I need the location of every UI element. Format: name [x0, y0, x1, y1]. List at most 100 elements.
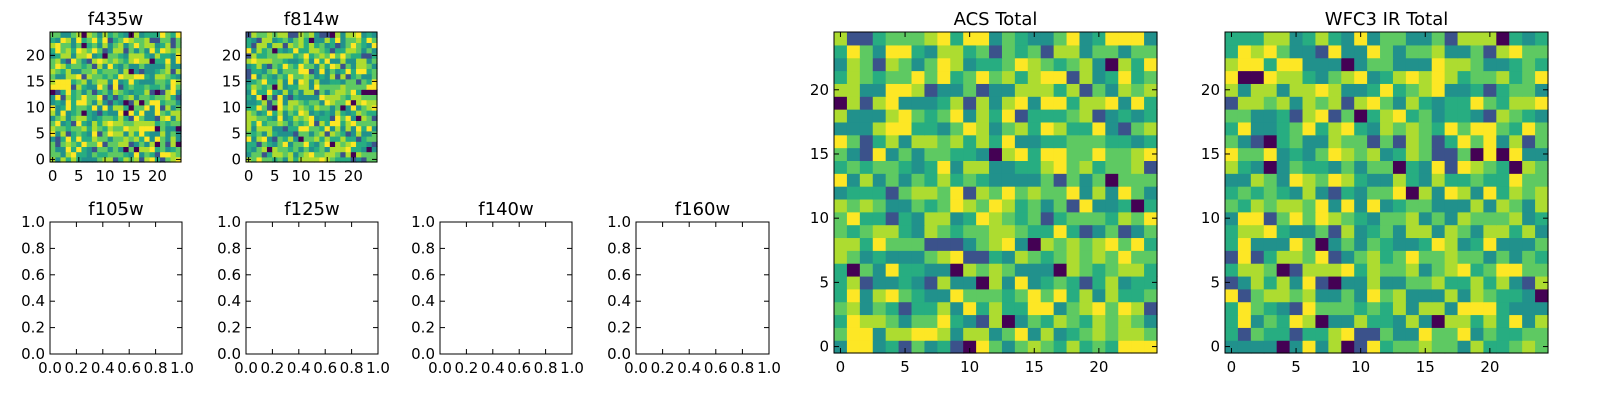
acs-total-cell	[872, 263, 887, 277]
acs-total-cell	[989, 147, 1003, 161]
wfc3-ir-total-cell	[1444, 263, 1459, 277]
wfc3-ir-total-cell	[1367, 288, 1381, 303]
acs-total-cell	[885, 224, 900, 239]
f814w-cell	[361, 120, 368, 127]
f435w-cell	[102, 151, 109, 158]
acs-total-cell	[924, 314, 938, 328]
f435w-cell	[65, 94, 72, 101]
f435w-cell	[112, 68, 119, 75]
f435w-cell	[154, 146, 161, 153]
f814w-cell	[246, 47, 252, 54]
f814w-cell	[324, 63, 331, 69]
wfc3-ir-total-cell	[1470, 327, 1484, 341]
acs-total-cell	[1144, 250, 1158, 264]
acs-total-cell	[1118, 147, 1132, 161]
f814w-cell	[303, 141, 310, 147]
acs-total-cell	[976, 96, 990, 110]
f814w-cell	[366, 115, 373, 121]
wfc3-ir-total-cell	[1405, 173, 1420, 187]
acs-total-cell	[834, 224, 848, 239]
acs-total-cell	[1131, 121, 1145, 136]
wfc3-ir-total-cell	[1367, 160, 1381, 174]
acs-total-cell	[950, 134, 964, 149]
f814w-cell	[340, 146, 347, 153]
acs-total-cell	[1014, 70, 1029, 84]
wfc3-ir-total-cell	[1392, 224, 1407, 239]
f435w-cell	[107, 32, 114, 38]
wfc3-ir-total-cell	[1380, 237, 1394, 251]
f435w-cell	[97, 68, 103, 75]
acs-total-cell	[898, 44, 913, 59]
wfc3-ir-total-cell	[1535, 173, 1549, 187]
wfc3-ir-total-cell	[1535, 340, 1549, 354]
f814w-cell	[261, 37, 268, 43]
acs-total-cell	[1131, 198, 1145, 213]
f435w-cell	[81, 94, 88, 101]
wfc3-ir-total-cell	[1367, 314, 1381, 328]
f814w-cell	[246, 146, 252, 153]
wfc3-ir-total-cell	[1405, 134, 1420, 149]
f814w-cell	[266, 84, 273, 90]
acs-total-cell	[1079, 57, 1093, 72]
f435w-cell	[55, 130, 62, 137]
f435w-cell	[123, 136, 130, 142]
acs-total-cell	[872, 44, 887, 59]
acs-total-cell	[1144, 186, 1158, 200]
f435w-cell	[86, 52, 93, 59]
acs-total-cell	[1001, 173, 1016, 187]
wfc3-ir-total-cell	[1535, 237, 1549, 251]
wfc3-ir-total-cell	[1392, 288, 1407, 303]
acs-total-cell	[1001, 211, 1016, 226]
f814w-cell	[350, 115, 357, 121]
acs-total-cell	[846, 275, 861, 290]
f435w-cell	[107, 89, 114, 95]
acs-total-cell	[872, 109, 887, 123]
f435w-cell	[133, 47, 140, 54]
f435w-cell	[91, 42, 98, 49]
f814w-cell	[314, 32, 320, 38]
wfc3-ir-total-cell	[1328, 160, 1342, 174]
acs-total-cell	[846, 109, 861, 123]
acs-total-ytick-label: 0	[819, 338, 829, 356]
f435w-cell	[144, 151, 151, 158]
wfc3-ir-total-cell	[1354, 314, 1368, 328]
f435w-cell	[154, 78, 161, 85]
acs-total-cell	[1131, 83, 1145, 97]
wfc3-ir-total-cell	[1263, 237, 1278, 251]
f160w-xtick-label: 0.2	[651, 359, 675, 377]
f435w-cell	[91, 37, 98, 43]
wfc3-ir-total-cell	[1354, 121, 1368, 136]
wfc3-ir-total-cell	[1367, 134, 1381, 149]
f435w-cell	[170, 130, 177, 137]
f814w-cell	[366, 94, 373, 101]
f105w-ytick-label: 0.2	[21, 319, 45, 337]
acs-total-cell	[1131, 211, 1145, 226]
acs-total-cell	[859, 32, 874, 46]
acs-total-cell	[1105, 173, 1119, 187]
acs-total-cell	[834, 288, 848, 303]
wfc3-ir-total-cell	[1302, 173, 1317, 187]
wfc3-ir-total-cell	[1237, 198, 1252, 213]
wfc3-ir-total-cell	[1470, 224, 1484, 239]
f105w-xtick-label: 0.2	[64, 359, 88, 377]
f435w-cell	[112, 58, 119, 64]
f814w-cell	[287, 84, 294, 90]
wfc3-ir-total-cell	[1405, 198, 1420, 213]
f435w-cell	[123, 125, 130, 132]
acs-total-cell	[963, 186, 977, 200]
acs-total-cell	[1014, 83, 1029, 97]
acs-total-cell	[1001, 83, 1016, 97]
acs-total-cell	[1105, 147, 1119, 161]
f435w-cell	[118, 52, 124, 59]
f814w-cell	[329, 115, 336, 121]
wfc3-ir-total-cell	[1431, 57, 1446, 72]
f814w-cell	[340, 125, 347, 132]
f814w-cell	[293, 58, 299, 64]
f814w-cell	[282, 63, 289, 69]
wfc3-ir-total-cell	[1341, 224, 1355, 239]
wfc3-ir-total-cell	[1263, 288, 1278, 303]
f814w-cell	[293, 68, 299, 75]
f435w-cell	[60, 32, 67, 38]
f814w-cell	[329, 94, 336, 101]
wfc3-ir-total-cell	[1496, 83, 1510, 97]
